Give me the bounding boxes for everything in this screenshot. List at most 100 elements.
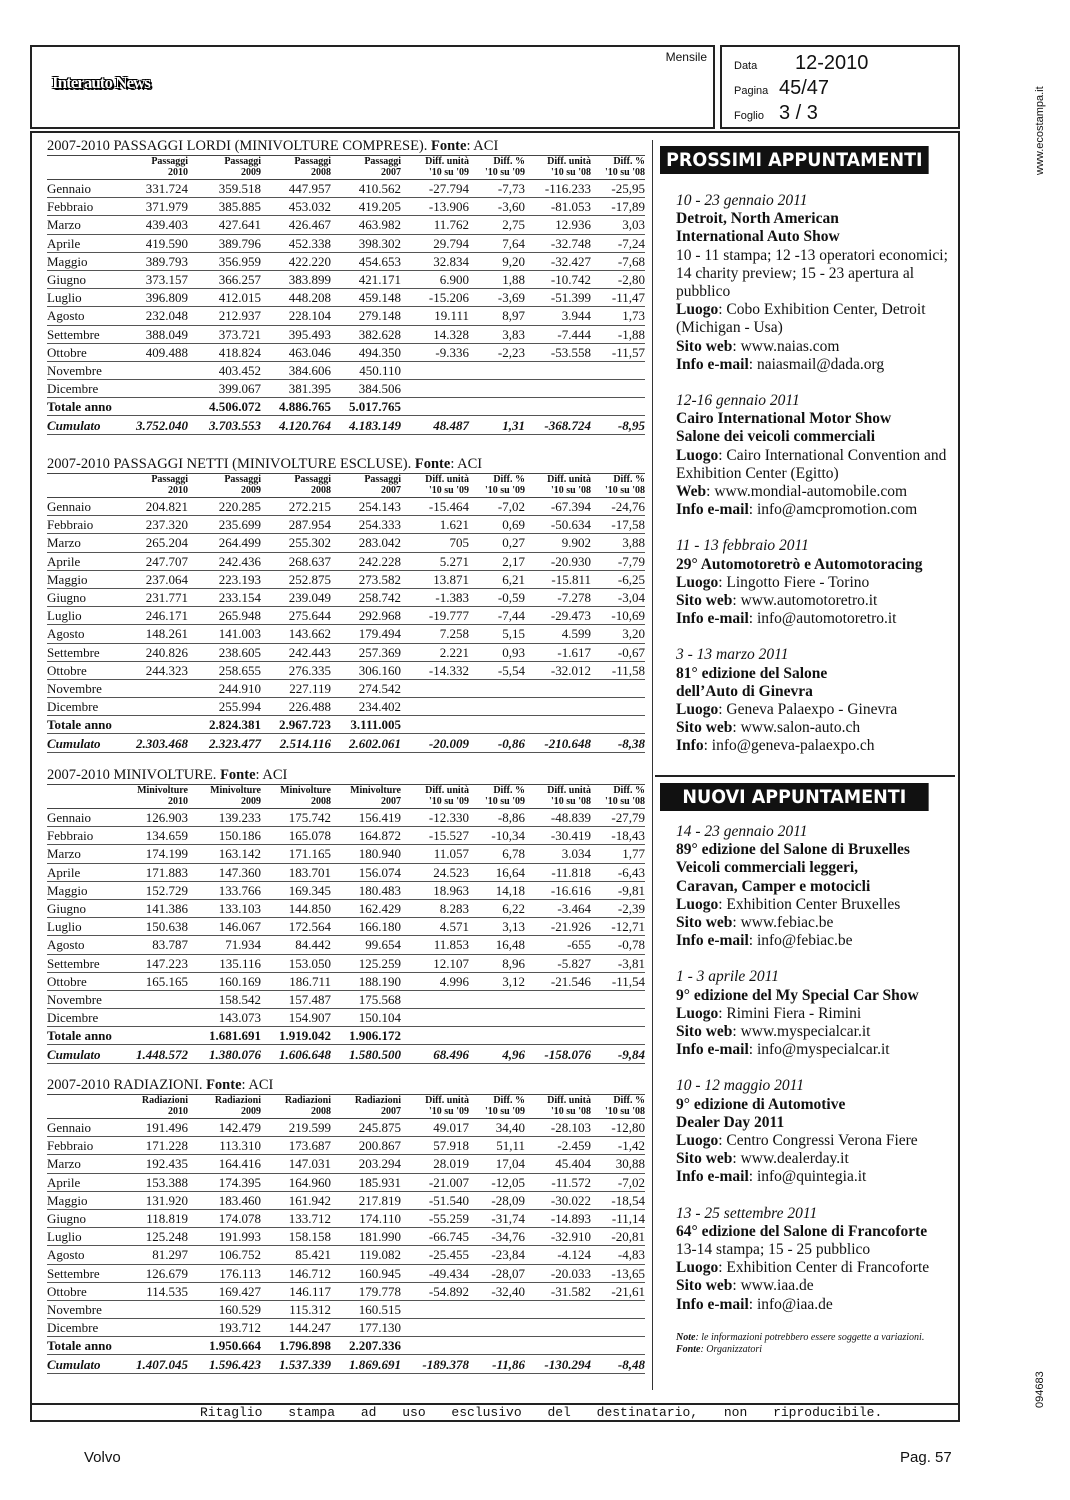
table-cell: -32.012 (525, 661, 591, 680)
table-cell: -9.336 (401, 343, 469, 362)
table-row: Luglio 246.171 265.948 275.644 292.968 -19.77… (47, 606, 645, 626)
table-cell: -7,44 (469, 606, 525, 626)
table-cell: 1.380.076 (188, 1044, 261, 1064)
event-field: Sito web: www.iaa.de (676, 1277, 814, 1295)
source-value: : ACI (255, 767, 288, 783)
table-cell: 146.712 (261, 1264, 331, 1283)
table-row: Ottobre 244.323 258.655 276.335 306.160 -14.3… (47, 661, 645, 680)
row-label: Novembre (47, 990, 122, 1010)
event-description: 10 - 11 stampa; 12 -13 operatori economi… (676, 246, 948, 301)
event-field: Info: info@geneva-palaexpo.ch (676, 737, 875, 755)
table-cell: -21.546 (525, 972, 591, 991)
table-cell: 1.869.691 (331, 1354, 401, 1374)
table-cell: -13,65 (591, 1264, 645, 1283)
table-cell: 113.310 (188, 1136, 261, 1156)
row-label: Agosto (47, 935, 122, 955)
row-label: Settembre (47, 325, 122, 344)
event-field: Luogo: Geneva Palaexpo - Ginevra (676, 701, 898, 719)
table-cell: -1.617 (525, 643, 591, 662)
event-title: dell’Auto di Ginevra (676, 682, 813, 700)
table-cell: 264.499 (188, 533, 261, 553)
row-label: Aprile (47, 234, 122, 253)
event-item: 10 - 23 gennaio 2011 Detroit, North Ameri… (676, 192, 952, 374)
table-cell: 174.395 (188, 1173, 261, 1192)
table-cell: 227.119 (261, 679, 331, 699)
table-cell: 388.049 (122, 325, 188, 344)
table-cell: 419.205 (331, 197, 401, 217)
table-cell: -19.777 (401, 606, 469, 626)
table-cell: 164.960 (261, 1173, 331, 1192)
table-cell: 0,27 (469, 533, 525, 553)
table-cell (591, 1026, 645, 1046)
table-cell: 24.523 (401, 863, 469, 882)
table-cell: -1,42 (591, 1136, 645, 1156)
event-title: International Auto Show (676, 228, 840, 246)
table-cell: 81.297 (122, 1245, 188, 1265)
table-cell: 193.712 (188, 1318, 261, 1338)
table-cell: 0,69 (469, 515, 525, 535)
table-cell: 141.003 (188, 624, 261, 644)
table-cell: 133.103 (188, 899, 261, 919)
table-cell (591, 1300, 645, 1320)
event-title: 29° Automotoretrò e Automotoracing (676, 555, 923, 573)
table-cell: 2.221 (401, 643, 469, 662)
table-cell: -1.383 (401, 588, 469, 608)
table-cell: 4.996 (401, 972, 469, 991)
column-header: Passaggi 2007 (331, 156, 401, 180)
table-cell: -53.558 (525, 343, 591, 362)
table-cell: 244.910 (188, 679, 261, 699)
event-item: 12-16 gennaio 2011 Cairo International Mo… (676, 392, 952, 519)
table-cell: 191.496 (122, 1118, 188, 1138)
table-row: Gennaio 204.821 220.285 272.215 254.143 -15.4… (47, 497, 645, 517)
table-cell (122, 1026, 188, 1046)
row-label: Cumulato (47, 415, 122, 435)
table-cell: 1.796.898 (261, 1336, 331, 1356)
table-cell: -130.294 (525, 1354, 591, 1374)
table-cell: 48.487 (401, 415, 469, 435)
table-cell: -15.811 (525, 570, 591, 589)
column-header: Diff. % '10 su '09 (469, 785, 525, 809)
table-cell: 385.885 (188, 197, 261, 217)
table-cell: 11.762 (401, 215, 469, 235)
table-row: Febbraio 171.228 113.310 173.687 200.867 57.9… (47, 1136, 645, 1156)
table-cell: 6,21 (469, 570, 525, 589)
row-label: Ottobre (47, 661, 122, 680)
table-cell: 463.982 (331, 215, 401, 235)
row-label: Cumulato (47, 1354, 122, 1374)
table-cell (469, 1336, 525, 1356)
event-title: 9° edizione di Automotive (676, 1095, 846, 1113)
table-cell (122, 679, 188, 699)
event-field: Luogo: Centro Congressi Verona Fiere (676, 1132, 918, 1150)
table-cell: -12,05 (469, 1173, 525, 1192)
table-cell: -7.444 (525, 325, 591, 344)
table-row: Dicembre 193.712 144.247 177.130 (47, 1318, 645, 1338)
table-cell: 160.945 (331, 1264, 401, 1283)
column-header: Passaggi 2009 (188, 156, 261, 180)
disclaimer: Ritaglio stampa ad uso esclusivo del des… (200, 1405, 883, 1420)
table-cell: -3,69 (469, 288, 525, 308)
table-cell: 447.957 (261, 179, 331, 199)
table-cell: -11,14 (591, 1209, 645, 1229)
table-cell: 179.494 (331, 624, 401, 644)
table-cell: 165.078 (261, 826, 331, 846)
table-cell: 1.407.045 (122, 1354, 188, 1374)
table-cell: -14.332 (401, 661, 469, 680)
table-cell: 399.067 (188, 379, 261, 399)
table-cell (122, 1008, 188, 1028)
table-cell (591, 379, 645, 399)
table-cell: 171.228 (122, 1136, 188, 1156)
table-cell: -11,58 (591, 661, 645, 680)
row-label: Dicembre (47, 1318, 122, 1338)
column-divider (652, 140, 653, 1390)
table-cell: 147.031 (261, 1154, 331, 1174)
table-cell: 292.968 (331, 606, 401, 626)
table-cell: -31,74 (469, 1209, 525, 1229)
table-row: Agosto 83.787 71.934 84.442 99.654 11.853 16,4… (47, 935, 645, 955)
row-label: Luglio (47, 606, 122, 626)
table-cell: 156.074 (331, 863, 401, 882)
table-cell: 1,88 (469, 270, 525, 290)
table-cell (469, 379, 525, 399)
table-cell (525, 1318, 591, 1338)
table-row: Giugno 141.386 133.103 144.850 162.429 8.283 6… (47, 899, 645, 919)
column-header: Diff. % '10 su '08 (591, 785, 645, 809)
